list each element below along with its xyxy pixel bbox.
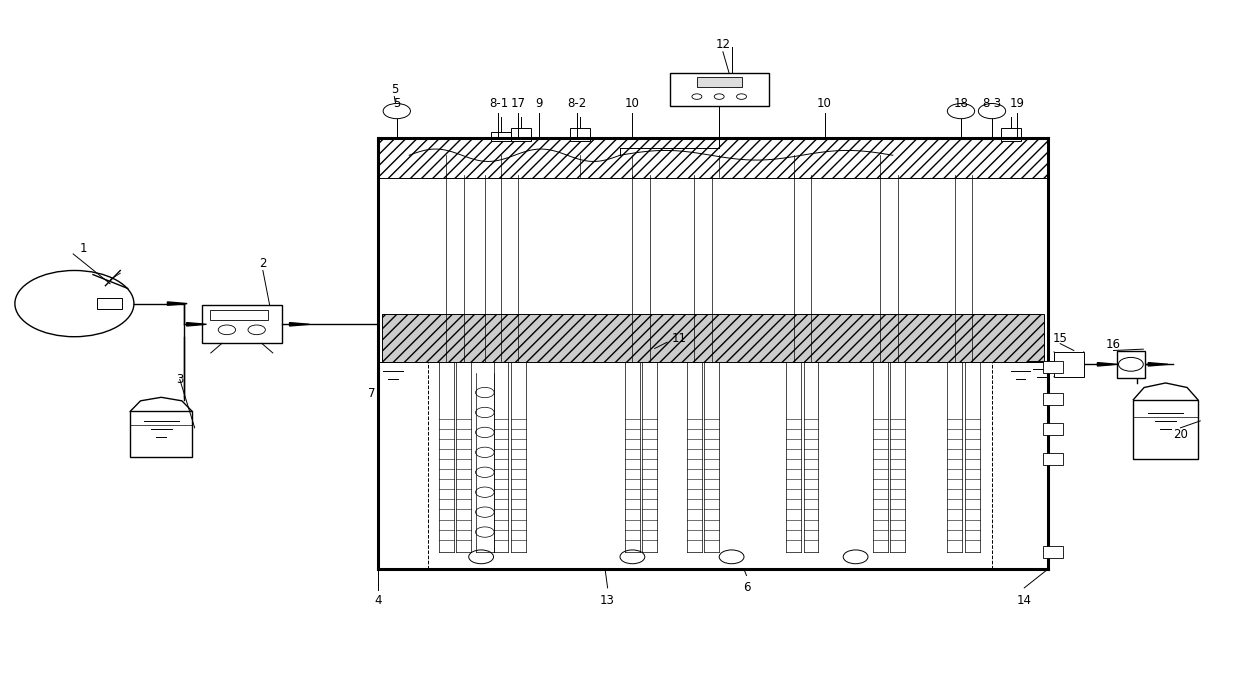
Text: 20: 20 (1173, 428, 1188, 441)
Circle shape (469, 550, 494, 564)
Text: 18: 18 (954, 97, 968, 110)
Circle shape (383, 104, 410, 119)
Bar (570, 128, 590, 141)
Bar (1043, 423, 1063, 435)
Bar (201, 305, 283, 343)
Text: 10: 10 (625, 97, 640, 110)
Polygon shape (1148, 363, 1168, 366)
Text: 10: 10 (817, 97, 832, 110)
Bar (382, 314, 1044, 362)
Text: 11: 11 (672, 332, 687, 344)
Text: 7: 7 (368, 387, 376, 400)
Text: 17: 17 (511, 97, 526, 110)
Polygon shape (1097, 363, 1117, 366)
Text: 5: 5 (393, 97, 401, 110)
Circle shape (978, 104, 1006, 119)
Text: 9: 9 (536, 97, 543, 110)
Bar (211, 310, 269, 320)
Bar (491, 132, 511, 141)
Circle shape (15, 270, 134, 337)
Bar (1043, 393, 1063, 405)
Circle shape (843, 550, 868, 564)
Text: 4: 4 (374, 594, 382, 607)
Bar (1043, 453, 1063, 465)
Polygon shape (167, 302, 187, 305)
Circle shape (947, 104, 975, 119)
Bar (1001, 128, 1021, 141)
Text: 1: 1 (79, 242, 87, 255)
Bar (130, 411, 192, 457)
Text: 13: 13 (600, 594, 615, 607)
Bar (97, 298, 122, 309)
Bar (697, 77, 742, 87)
Bar (511, 128, 531, 141)
Text: 8-2: 8-2 (567, 97, 587, 110)
Text: 6: 6 (743, 582, 750, 594)
Polygon shape (290, 323, 310, 326)
Text: 16: 16 (1106, 339, 1121, 351)
Bar (1117, 351, 1145, 378)
Text: 3: 3 (176, 373, 184, 386)
Circle shape (719, 550, 744, 564)
Text: 19: 19 (1009, 97, 1024, 110)
Circle shape (620, 550, 645, 564)
Text: 8-3: 8-3 (982, 97, 1002, 110)
Bar (1043, 361, 1063, 373)
Bar (1054, 352, 1084, 377)
Bar (378, 138, 1048, 178)
Text: 8-1: 8-1 (489, 97, 508, 110)
Text: 12: 12 (715, 39, 730, 51)
Text: 15: 15 (1053, 332, 1068, 344)
Text: 5: 5 (391, 83, 398, 96)
Bar (1043, 546, 1063, 558)
Text: 2: 2 (259, 257, 267, 270)
Text: 14: 14 (1017, 594, 1032, 607)
Polygon shape (186, 323, 206, 326)
Bar (1133, 400, 1198, 459)
Bar (670, 73, 769, 106)
